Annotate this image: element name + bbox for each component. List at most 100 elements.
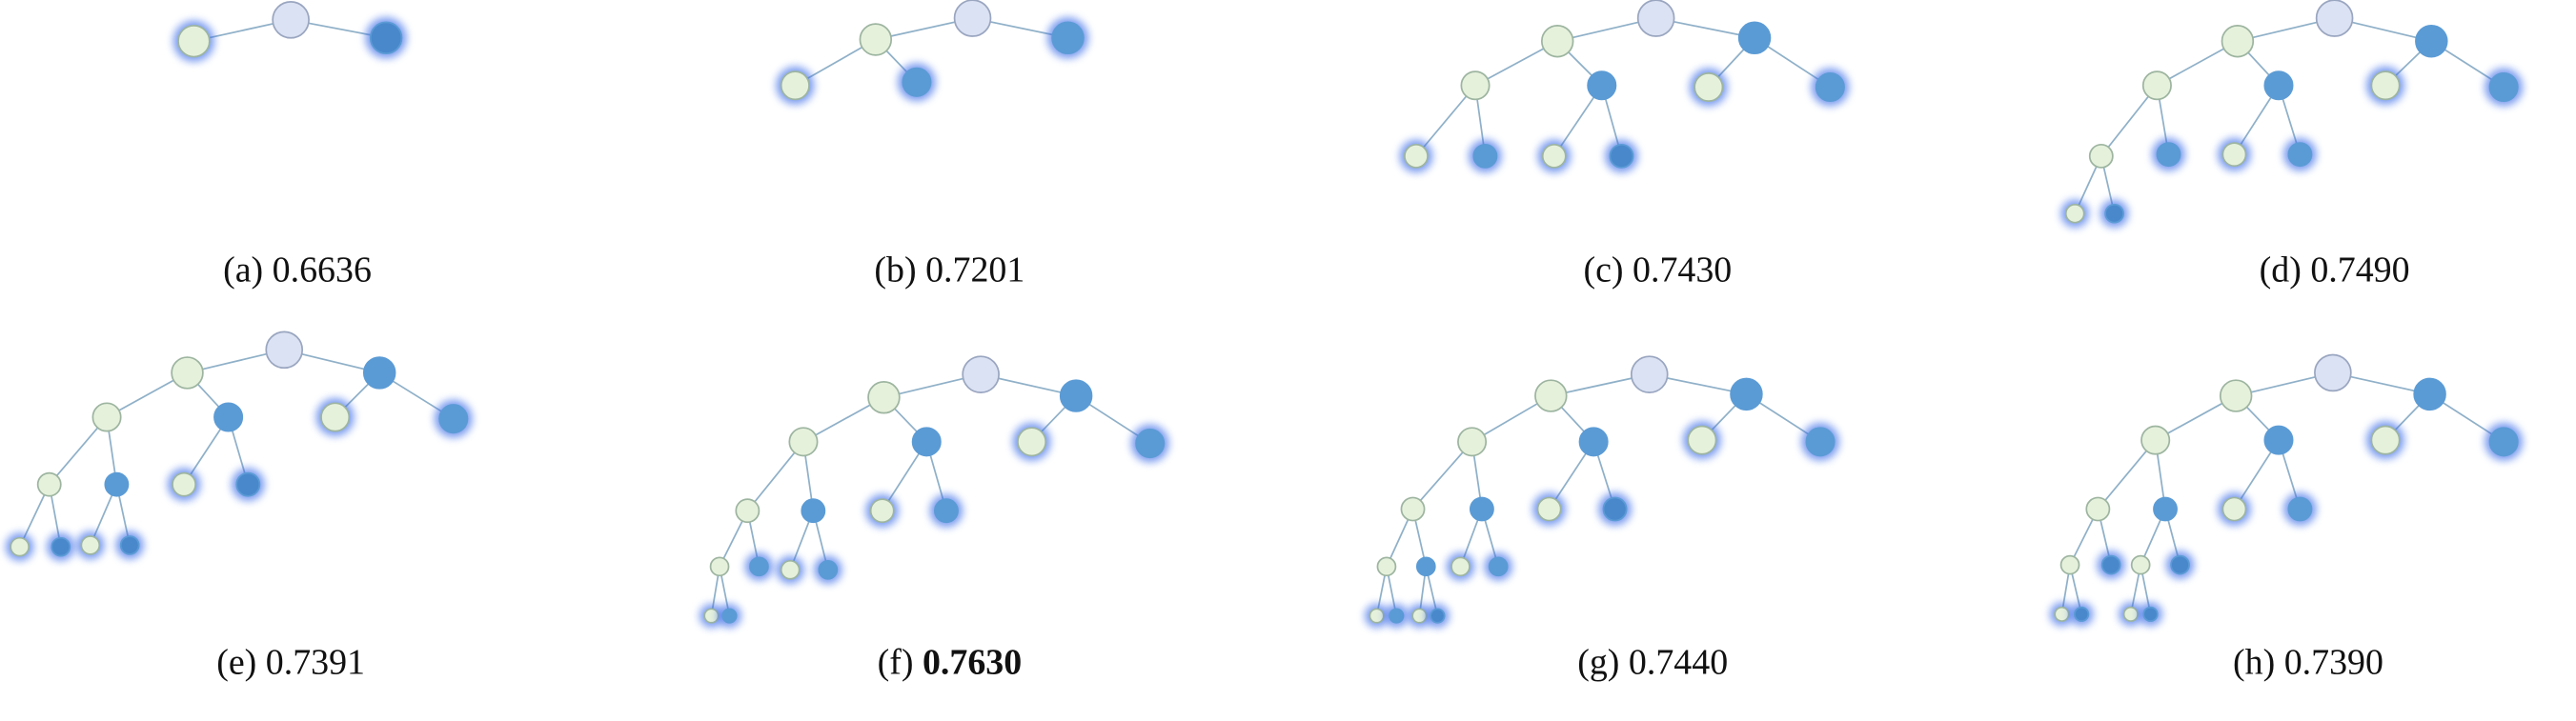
tree-node xyxy=(2142,606,2159,622)
tree-node xyxy=(1469,496,1494,522)
tree-node xyxy=(2221,142,2247,168)
tree-node xyxy=(362,356,396,390)
tree-node xyxy=(1636,0,1675,37)
tree: (h) 0.7390 xyxy=(2050,353,2523,682)
tree-node xyxy=(2221,24,2255,58)
tree-node xyxy=(2287,142,2313,168)
tree-node xyxy=(2221,496,2247,522)
tree-node xyxy=(2263,70,2294,101)
caption: (c) 0.7430 xyxy=(1583,250,1732,290)
caption: (a) 0.6636 xyxy=(223,250,372,290)
tree-node xyxy=(272,0,310,39)
tree-edge xyxy=(2097,439,2157,511)
tree-node xyxy=(801,498,826,524)
tree-node xyxy=(911,427,942,457)
caption: (b) 0.7201 xyxy=(874,250,1024,290)
tree-node xyxy=(235,471,261,497)
tree-edge xyxy=(1411,441,1473,511)
tree-node xyxy=(788,427,819,457)
tree-node xyxy=(2370,70,2401,101)
tree-edge xyxy=(2100,85,2159,157)
tree-node xyxy=(1457,427,1488,457)
tree-node xyxy=(1737,21,1772,55)
tree: (b) 0.7201 xyxy=(776,0,1089,290)
caption-score: 0.7440 xyxy=(1629,642,1728,682)
caption-label: (c) xyxy=(1583,250,1623,290)
caption: (d) 0.7490 xyxy=(2260,250,2410,290)
tree-node xyxy=(1578,427,1609,457)
tree-node xyxy=(780,559,801,580)
tree: (c) 0.7430 xyxy=(1399,0,1850,290)
tree-node xyxy=(1404,143,1429,169)
tree-node xyxy=(709,556,730,577)
tree-node xyxy=(2088,143,2114,169)
tree: (a) 0.6636 xyxy=(172,0,407,290)
tree-node xyxy=(265,330,304,370)
tree-node xyxy=(1805,427,1836,457)
caption: (e) 0.7391 xyxy=(216,642,365,682)
tree-node xyxy=(1587,70,1617,101)
caption-label: (h) xyxy=(2233,642,2275,682)
tree-node xyxy=(1389,608,1405,624)
tree-node xyxy=(369,21,403,55)
tree-node xyxy=(1369,608,1385,624)
tree-node xyxy=(1472,143,1498,169)
tree-node xyxy=(735,498,761,524)
tree-node xyxy=(902,67,932,97)
tree-node xyxy=(36,471,62,497)
tree: (d) 0.7490 xyxy=(2060,0,2523,290)
tree-node xyxy=(2219,379,2253,412)
tree-node xyxy=(2141,70,2172,101)
tree-node xyxy=(867,381,901,414)
tree-node xyxy=(859,23,893,56)
tree-node xyxy=(1609,143,1634,169)
tree-node xyxy=(2170,554,2190,575)
tree-node xyxy=(1815,71,1845,102)
tree-node xyxy=(703,608,720,624)
tree-node xyxy=(2059,554,2080,575)
tree-node xyxy=(953,0,992,37)
tree-node xyxy=(1534,379,1568,412)
caption-score: 0.7391 xyxy=(266,642,365,682)
tree-node xyxy=(1376,556,1397,577)
tree-node xyxy=(1488,556,1509,577)
tree-node xyxy=(721,608,738,624)
caption-label: (d) xyxy=(2260,250,2302,290)
tree-node xyxy=(2415,24,2448,58)
caption-label: (f) xyxy=(878,642,914,682)
tree-node xyxy=(213,402,244,432)
tree-node xyxy=(2122,606,2139,622)
tree-node xyxy=(1017,427,1047,457)
tree-node xyxy=(2263,425,2294,455)
tree-node xyxy=(818,559,839,580)
tree-node xyxy=(2153,496,2178,522)
caption-score: 0.7430 xyxy=(1633,250,1732,290)
tree-node xyxy=(1460,70,1491,101)
tree-node xyxy=(91,402,122,432)
caption-score: 0.7201 xyxy=(925,250,1024,290)
caption-label: (b) xyxy=(874,250,916,290)
tree-node xyxy=(2156,142,2181,168)
tree: (e) 0.7391 xyxy=(6,330,473,682)
tree-node xyxy=(1687,425,1717,455)
tree-node xyxy=(1411,608,1428,624)
tree-node xyxy=(438,404,469,434)
tree-node xyxy=(780,70,810,101)
tree-node xyxy=(1135,429,1166,459)
tree-node xyxy=(1602,496,1628,522)
tree-node xyxy=(869,498,895,524)
tree-node xyxy=(119,535,140,555)
tree-node xyxy=(1430,608,1446,624)
tree-node xyxy=(749,556,769,577)
tree-node xyxy=(2315,0,2354,37)
tree-node xyxy=(2314,353,2352,392)
tree-node xyxy=(2054,606,2070,622)
tree: (g) 0.7440 xyxy=(1365,355,1839,682)
tree-node xyxy=(1694,71,1724,102)
tree-node xyxy=(2140,425,2171,455)
caption: (h) 0.7390 xyxy=(2233,642,2383,682)
tree-node xyxy=(177,24,211,58)
tree-node xyxy=(2488,427,2519,457)
tree-node xyxy=(2130,554,2151,575)
caption-score: 0.7390 xyxy=(2284,642,2383,682)
